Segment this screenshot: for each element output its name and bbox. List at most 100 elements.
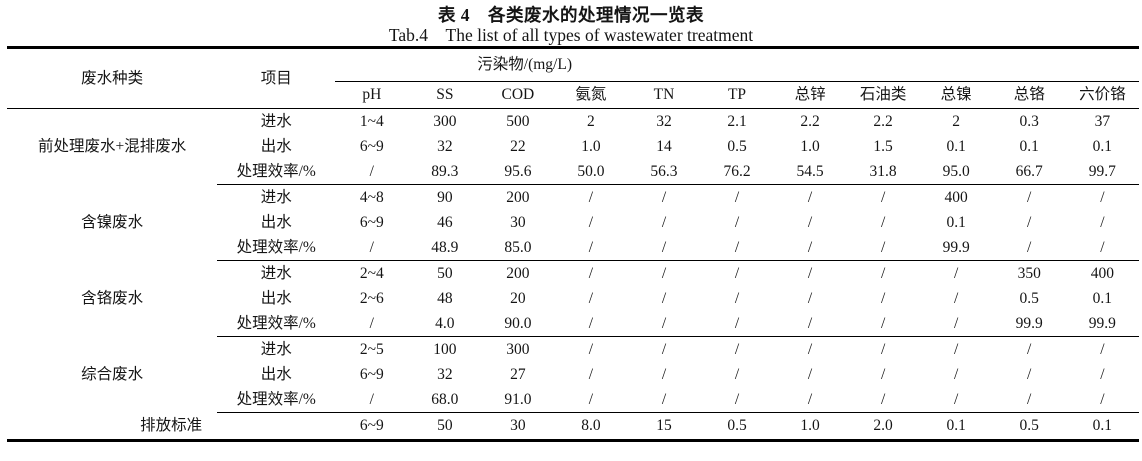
value-cell: /: [846, 235, 920, 261]
value-cell: /: [734, 290, 740, 307]
value-cell: /: [661, 290, 667, 307]
header-pollutant-9: 总铬: [992, 81, 1066, 109]
value-cell: /: [1027, 214, 1032, 231]
value-cell: /: [661, 189, 667, 206]
value-cell: 0.1: [946, 138, 966, 155]
value-cell: /: [335, 235, 409, 261]
value-cell: /: [588, 341, 594, 358]
value-cell: 56.3: [627, 159, 701, 185]
value-cell: 32: [656, 113, 672, 130]
header-row-top: 废水种类 项目 污染物/(mg/L): [7, 47, 1139, 109]
value-cell: /: [880, 341, 886, 358]
item-label: 处理效率/%: [217, 235, 336, 261]
value-cell: 0.1: [1019, 138, 1039, 155]
value-cell: /: [1065, 387, 1139, 413]
value-cell: /: [807, 341, 813, 358]
header-pollutant-10: 六价铬: [1065, 81, 1139, 109]
value-cell: /: [1100, 341, 1105, 358]
value-cell: /: [807, 265, 813, 282]
value-cell: /: [1100, 214, 1105, 231]
value-cell: /: [992, 235, 1066, 261]
value-cell: 500: [506, 113, 530, 130]
value-cell: 1~4: [359, 113, 384, 130]
table-row: 处理效率/%/89.3 95.6 50.0 56.3 76.2 54.5 31.8 95.0 6…: [7, 159, 1139, 185]
value-cell: 6~9: [359, 138, 384, 155]
value-cell: 2.1: [727, 113, 747, 130]
discharge-standard-label: 排放标准: [140, 417, 203, 434]
value-cell: /: [807, 214, 813, 231]
value-cell: /: [661, 341, 667, 358]
wastewater-type-label: 含铬废水: [81, 290, 144, 307]
value-cell: /: [919, 387, 993, 413]
value-cell: 0.5: [727, 417, 747, 434]
value-cell: 300: [433, 113, 457, 130]
value-cell: 1.0: [581, 138, 601, 155]
value-cell: /: [1027, 189, 1032, 206]
value-cell: /: [588, 189, 594, 206]
value-cell: 2: [952, 113, 961, 130]
value-cell: /: [954, 366, 959, 383]
value-cell: /: [773, 387, 847, 413]
value-cell: 0.1: [1092, 417, 1113, 434]
value-cell: 31.8: [846, 159, 920, 185]
value-cell: 2.0: [873, 417, 893, 434]
value-cell: 95.0: [919, 159, 993, 185]
value-cell: 54.5: [773, 159, 847, 185]
item-label: 处理效率/%: [217, 387, 336, 413]
table-row: 处理效率/%/4.0 90.0// / / //99.9 99.9: [7, 311, 1139, 337]
value-cell: 400: [1090, 265, 1114, 282]
value-cell: 68.0: [408, 387, 482, 413]
table-row: 处理效率/%/68.0 91.0// / / / / / /: [7, 387, 1139, 413]
value-cell: 0.5: [1019, 417, 1039, 434]
value-cell: /: [554, 387, 628, 413]
table-row: 出水 2~6 48 20 / / / / / / 0.5 0.1: [7, 286, 1139, 311]
value-cell: 400: [944, 189, 968, 206]
wastewater-type-label: 前处理废水+混排废水: [37, 138, 187, 156]
item-label: 进水: [260, 113, 292, 130]
value-cell: 1.0: [800, 138, 820, 155]
header-pollutant-8: 总镍: [919, 81, 993, 109]
header-item: 项目: [217, 47, 336, 109]
header-row-pollutants: pH SS COD 氨氮 TN TP 总锌 石油类 总镍 总铬 六价铬: [7, 81, 1139, 109]
value-cell: 6~9: [359, 214, 384, 231]
value-cell: 0.5: [727, 138, 747, 155]
value-cell: 15: [656, 417, 672, 434]
header-pollutant-1: SS: [408, 81, 482, 109]
item-label: 出水: [260, 214, 292, 231]
value-cell: 90.0: [481, 311, 555, 337]
value-cell: 0.1: [1092, 138, 1113, 155]
discharge-standard-row: 排放标准 6~9 50 30 8.0 15 0.5 1.0 2.0 0.1 0.5 0.1: [7, 413, 1139, 441]
paper-table-page: 表 4 各类废水的处理情况一览表 Tab.4 The list of all t…: [0, 5, 1142, 461]
value-cell: /: [880, 189, 886, 206]
table-row: 前处理废水+混排废水 进水 1~4 300 500 2 32 2.1 2.2 2.2 2 0.3 37: [7, 109, 1139, 155]
value-cell: 50: [437, 265, 453, 282]
value-cell: /: [700, 311, 774, 337]
value-cell: 0.1: [1092, 290, 1113, 307]
value-cell: 99.9: [919, 235, 993, 261]
value-cell: 0.1: [946, 417, 966, 434]
header-pollutant-5: TP: [700, 81, 774, 109]
value-cell: 89.3: [408, 159, 482, 185]
value-cell: 350: [1017, 265, 1041, 282]
value-cell: /: [880, 265, 886, 282]
item-label: 出水: [260, 138, 292, 155]
value-cell: 2~4: [359, 265, 384, 282]
value-cell: /: [846, 311, 920, 337]
value-cell: /: [954, 341, 959, 358]
value-cell: 50.0: [554, 159, 628, 185]
value-cell: 66.7: [992, 159, 1066, 185]
value-cell: 20: [510, 290, 526, 307]
header-pollutant-2: COD: [481, 81, 555, 109]
value-cell: /: [1027, 341, 1032, 358]
header-pollutant-0: pH: [335, 81, 409, 109]
value-cell: 8.0: [581, 417, 601, 434]
table-title-zh: 表 4 各类废水的处理情况一览表: [437, 5, 705, 25]
value-cell: /: [700, 387, 774, 413]
table-row: 出水 6~9 32 27 / / / / / / / /: [7, 362, 1139, 387]
table-row: 含铬废水 进水 2~4 50 200 / / / / / / 350 400: [7, 261, 1139, 307]
table-title-en: Tab.4 The list of all types of wastewate…: [388, 25, 754, 45]
value-cell: /: [880, 366, 886, 383]
value-cell: /: [1065, 235, 1139, 261]
value-cell: /: [807, 290, 813, 307]
item-label: 处理效率/%: [217, 311, 336, 337]
